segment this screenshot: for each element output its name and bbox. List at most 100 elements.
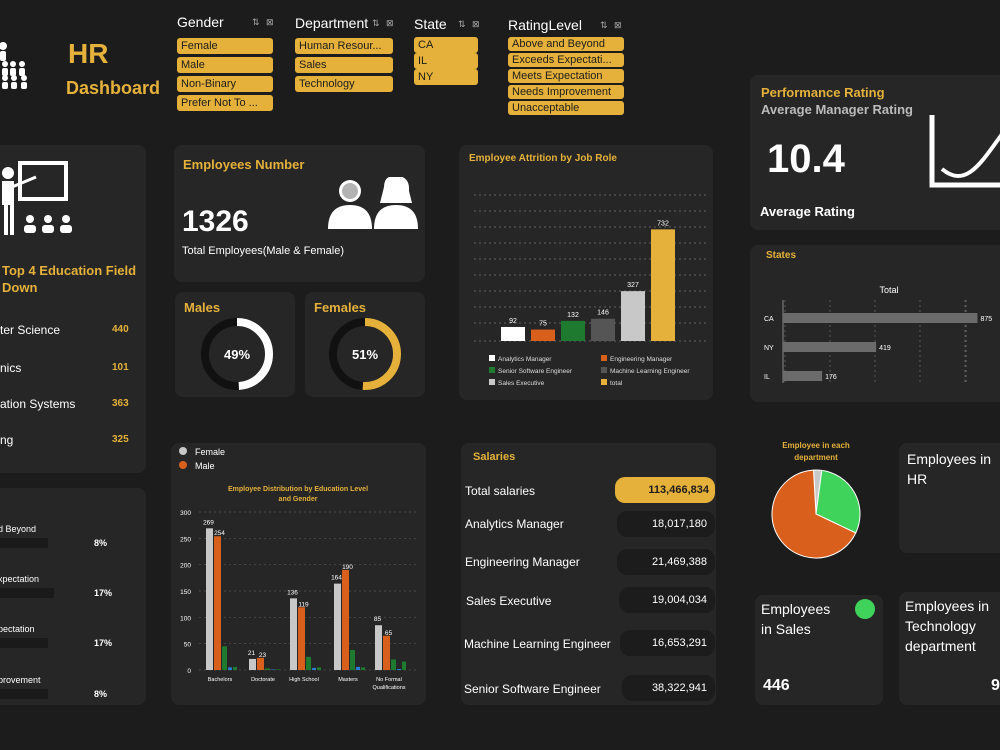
rating-level-bar-track [0, 588, 54, 598]
legend-swatch [489, 379, 495, 385]
x-tick-label: Masters [338, 677, 358, 683]
people-icon [0, 42, 27, 89]
education-data-label: 269 [203, 519, 214, 526]
slicer-item-unacceptable[interactable]: Unacceptable [508, 101, 624, 115]
salary-label: Machine Learning Engineer [464, 637, 611, 651]
salary-value: 38,322,941 [622, 675, 715, 701]
employees-tech-title: Employees in Technology department [905, 598, 990, 654]
education-field-label: ation Systems [0, 397, 76, 411]
legend-label: Senior Software Engineer [498, 368, 573, 375]
slicer-item-prefer-not[interactable]: Prefer Not To ... [177, 95, 273, 111]
states-data-label: 419 [879, 345, 891, 352]
education-data-label: 23 [259, 652, 267, 659]
education-bar [271, 669, 275, 670]
slicer-clear-filter-icon[interactable]: ⇅ ⊠ [372, 18, 396, 28]
states-category-label: CA [764, 316, 774, 323]
attrition-chart: 92 75 132 146 327 732 Analytics Manager Enginee… [474, 194, 709, 387]
education-bar [290, 598, 297, 670]
slicer-clear-filter-icon[interactable]: ⇅ ⊠ [458, 19, 482, 29]
education-bar [397, 668, 401, 670]
slicer-item-exceeds[interactable]: Exceeds Expectati... [508, 53, 624, 67]
salary-value: 21,469,388 [617, 549, 715, 575]
education-field-value: 101 [112, 362, 129, 373]
slicer-item-sales[interactable]: Sales [295, 57, 393, 73]
states-bar [783, 371, 823, 381]
salary-label: Senior Software Engineer [464, 682, 601, 696]
slicer-item-non-binary[interactable]: Non-Binary [177, 76, 273, 92]
attrition-data-label: 75 [539, 321, 547, 328]
performance-subtitle: Average Manager Rating [761, 102, 913, 117]
status-dot-icon [855, 599, 875, 619]
females-title: Females [314, 300, 367, 315]
employees-tech-value: 9 [991, 677, 1000, 694]
education-field-label: ng [0, 433, 14, 447]
attrition-bar [531, 329, 555, 341]
education-bar [391, 659, 396, 670]
education-bar [233, 666, 237, 670]
education-field-subtitle: Down [2, 280, 38, 295]
females-percent: 51% [352, 347, 378, 362]
slicer-item-needs-improvement[interactable]: Needs Improvement [508, 85, 624, 99]
slicer-item-ny[interactable]: NY [414, 69, 478, 85]
slicer-item-female[interactable]: Female [177, 38, 273, 54]
attrition-data-label: 92 [509, 318, 517, 325]
slicer-item-above-beyond[interactable]: Above and Beyond [508, 37, 624, 51]
slicer-department-title: Department [295, 15, 369, 31]
education-field-card: Top 4 Education Field Down ter Science 4… [0, 145, 146, 473]
states-data-label: 176 [825, 374, 837, 381]
education-bar [298, 607, 305, 670]
slicer-item-meets[interactable]: Meets Expectation [508, 69, 624, 83]
y-tick-label: 250 [180, 536, 191, 543]
slicer-item-technology[interactable]: Technology [295, 76, 393, 92]
education-field-label: ter Science [0, 323, 61, 337]
education-bar [249, 658, 256, 670]
legend-swatch [601, 355, 607, 361]
rating-level-value: 17% [94, 588, 112, 598]
education-field-value: 363 [112, 398, 129, 409]
education-data-label: 190 [342, 564, 353, 571]
education-bar [306, 656, 311, 670]
salary-value: 18,017,180 [617, 511, 715, 537]
legend-label: Engineering Manager [610, 356, 673, 363]
salary-value: 16,653,291 [620, 630, 715, 656]
education-data-label: 21 [248, 650, 256, 657]
rating-level-bar-track [0, 689, 48, 699]
legend-label: Male [195, 461, 215, 471]
employees-number-card: Employees Number 1326 Total Employees(Ma… [174, 145, 425, 282]
legend-label: Female [195, 447, 225, 457]
slicer-clear-filter-icon[interactable]: ⇅ ⊠ [252, 17, 276, 27]
legend-label: total [610, 380, 623, 387]
males-title: Males [184, 300, 221, 315]
slicer-item-ca[interactable]: CA [414, 37, 478, 53]
attrition-chart-card: Employee Attrition by Job Role 92 75 132 14… [459, 145, 713, 400]
legend-swatch [179, 461, 187, 469]
legend-swatch [601, 367, 607, 373]
males-donut: 49% [201, 318, 273, 390]
slicer-item-male[interactable]: Male [177, 57, 273, 73]
rating-level-bar-track [0, 638, 48, 648]
slicer-item-il[interactable]: IL [414, 53, 478, 69]
attrition-bar [651, 229, 675, 341]
education-bar [317, 667, 321, 670]
performance-value: 10.4 [767, 137, 845, 181]
education-data-label: 119 [298, 601, 309, 608]
slicer-state-title: State [414, 16, 447, 32]
y-tick-label: 200 [180, 563, 191, 570]
attrition-bar [591, 318, 615, 341]
performance-title: Performance Rating [761, 85, 885, 100]
y-tick-label: 150 [180, 589, 191, 596]
education-bar [214, 536, 221, 670]
slicer-item-hr[interactable]: Human Resour... [295, 38, 393, 54]
states-category-label: NY [764, 345, 774, 352]
slicer-clear-filter-icon[interactable]: ⇅ ⊠ [600, 20, 624, 30]
rating-level-label: pectation [0, 624, 35, 634]
trend-chart-icon [929, 115, 1000, 188]
app-title: HR [68, 38, 109, 69]
states-category-label: IL [764, 374, 770, 381]
education-data-label: 254 [214, 530, 225, 537]
states-bar [783, 313, 978, 323]
education-data-label: 65 [385, 630, 393, 637]
attrition-chart-title: Employee Attrition by Job Role [469, 153, 617, 164]
education-field-label: nics [0, 361, 22, 375]
education-bar [265, 668, 270, 670]
